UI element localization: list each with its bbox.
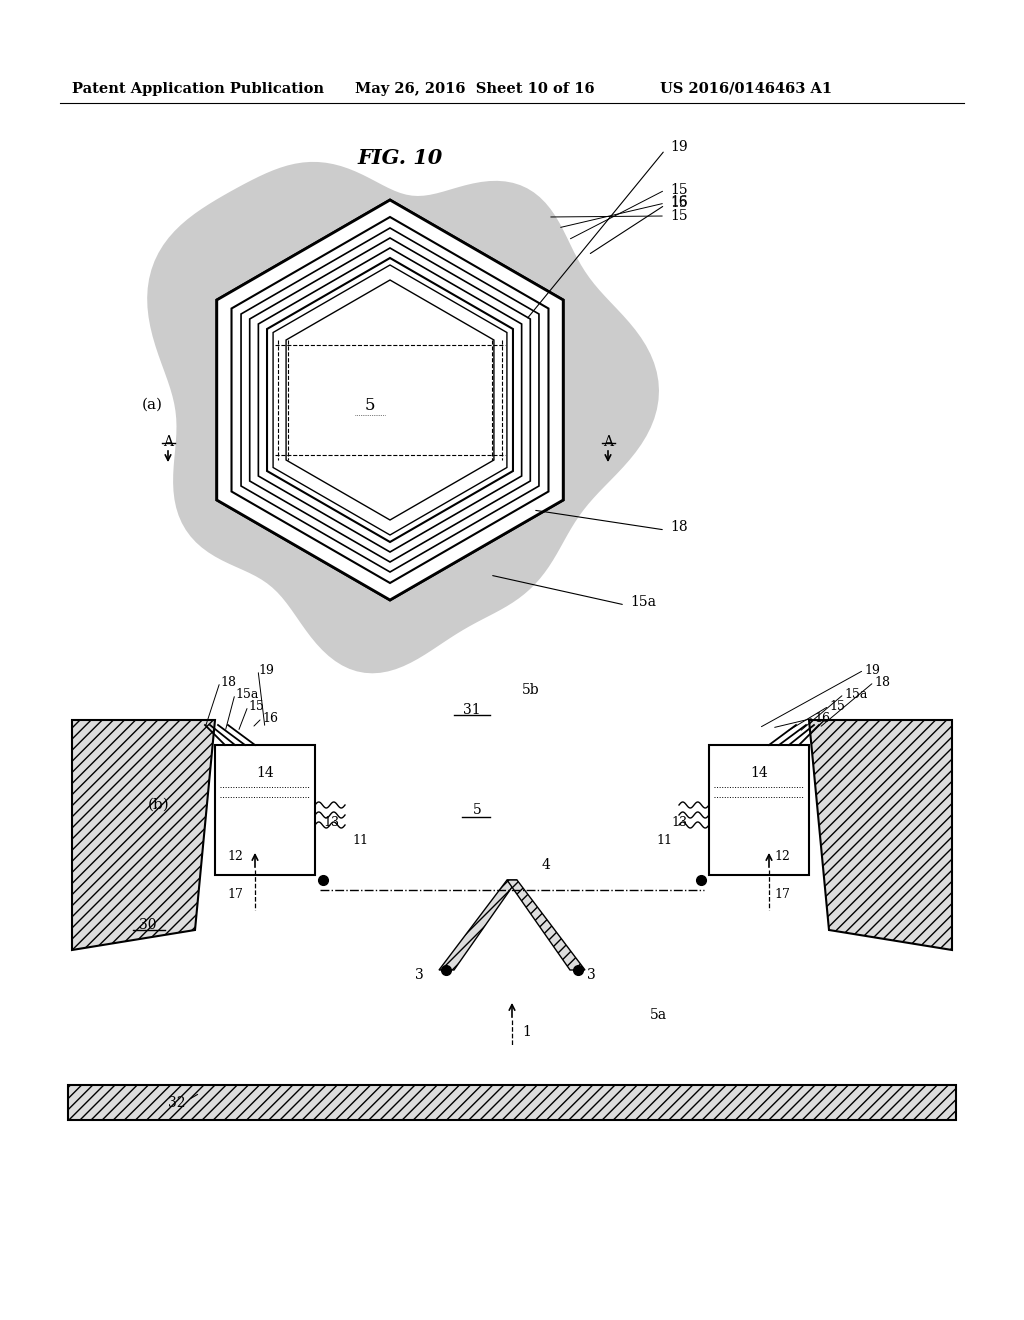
Text: 19: 19 [258, 664, 273, 676]
Text: (b): (b) [148, 799, 170, 812]
Text: 16: 16 [814, 711, 830, 725]
Polygon shape [273, 265, 507, 535]
Text: 16: 16 [670, 195, 688, 209]
Text: 5b: 5b [522, 682, 540, 697]
Text: 1: 1 [522, 1026, 530, 1039]
Bar [215, 744, 315, 875]
Text: 18: 18 [670, 520, 688, 535]
Text: 15: 15 [670, 209, 688, 223]
Polygon shape [72, 719, 215, 950]
Polygon shape [147, 162, 659, 673]
Text: 11: 11 [656, 833, 672, 846]
Text: 16: 16 [262, 711, 278, 725]
Polygon shape [217, 201, 563, 601]
Text: 13: 13 [323, 817, 339, 829]
Bar [68, 1085, 956, 1119]
Text: 14: 14 [256, 766, 273, 780]
Polygon shape [809, 719, 952, 950]
Text: 31: 31 [463, 704, 481, 717]
Text: 13: 13 [671, 817, 687, 829]
Text: FIG. 10: FIG. 10 [357, 148, 442, 168]
Text: 19: 19 [670, 140, 688, 154]
Text: 5: 5 [473, 803, 481, 817]
Text: 32: 32 [168, 1096, 185, 1110]
Text: 15: 15 [248, 700, 264, 713]
Text: 19: 19 [864, 664, 880, 676]
Text: 15: 15 [829, 700, 845, 713]
Text: 17: 17 [227, 888, 243, 902]
Bar [709, 744, 809, 875]
Text: 17: 17 [774, 888, 790, 902]
Text: Patent Application Publication: Patent Application Publication [72, 82, 324, 96]
Text: 15a: 15a [630, 595, 656, 609]
Text: A: A [603, 436, 613, 449]
Text: US 2016/0146463 A1: US 2016/0146463 A1 [660, 82, 833, 96]
Polygon shape [439, 880, 517, 970]
Text: 14: 14 [751, 766, 768, 780]
Text: 12: 12 [227, 850, 243, 863]
Text: 3: 3 [587, 968, 596, 982]
Text: A: A [163, 436, 173, 449]
Text: 4: 4 [542, 858, 551, 873]
Text: 12: 12 [774, 850, 790, 863]
Text: (a): (a) [142, 399, 163, 412]
Polygon shape [267, 257, 513, 543]
Text: May 26, 2016  Sheet 10 of 16: May 26, 2016 Sheet 10 of 16 [355, 82, 595, 96]
Text: 18: 18 [220, 676, 236, 689]
Text: 18: 18 [874, 676, 890, 689]
Text: 15a: 15a [234, 688, 258, 701]
Text: 5a: 5a [650, 1008, 667, 1022]
Polygon shape [286, 280, 494, 520]
Text: 5: 5 [365, 396, 375, 413]
Polygon shape [507, 880, 585, 970]
Text: 30: 30 [139, 917, 157, 932]
Text: 15: 15 [670, 183, 688, 197]
Text: 15a: 15a [844, 688, 867, 701]
Text: 11: 11 [352, 833, 368, 846]
Text: 3: 3 [416, 968, 424, 982]
Text: 15: 15 [670, 195, 688, 210]
